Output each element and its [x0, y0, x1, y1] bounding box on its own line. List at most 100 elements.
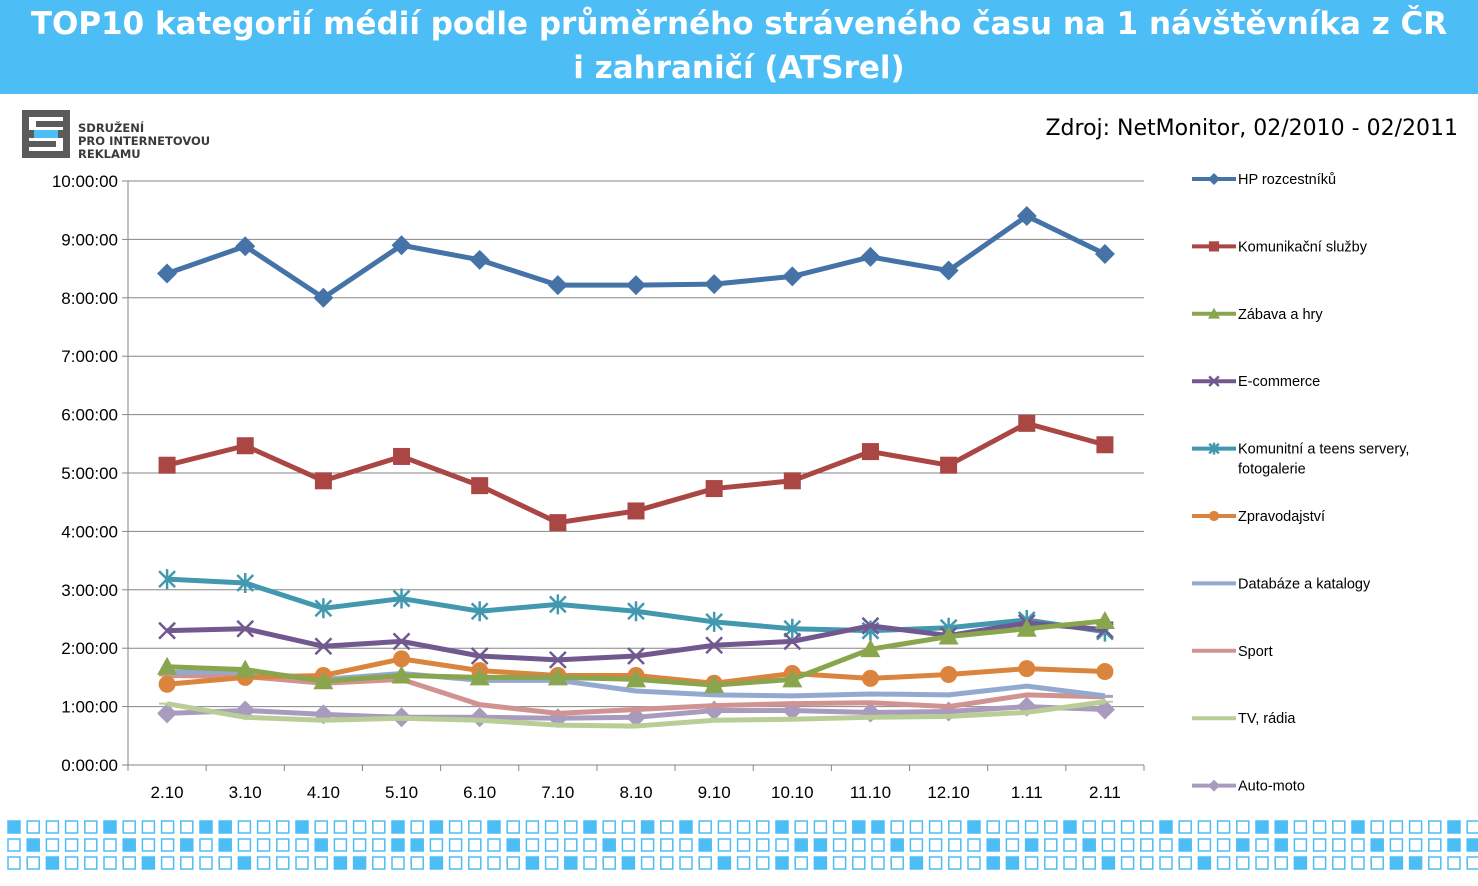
x-tick-label: 7.10 [541, 783, 574, 802]
data-point [313, 287, 334, 308]
data-point [627, 647, 645, 665]
pattern-square [564, 838, 578, 852]
pattern-square [256, 838, 271, 852]
legend-label: TV, rádia [1238, 711, 1296, 727]
data-point [392, 588, 411, 609]
spir-logo: SDRUŽENÍ PRO INTERNETOVOU REKLAMU [20, 108, 230, 164]
y-tick-label: 9:00:00 [61, 230, 118, 249]
pattern-square [1274, 856, 1288, 870]
data-point [627, 601, 645, 622]
pattern-square [928, 820, 943, 834]
pattern-square [794, 838, 808, 852]
data-point [236, 437, 254, 455]
pattern-square [775, 820, 789, 834]
legend-label: Komunitní a teens servery, [1238, 442, 1409, 458]
pattern-square [1332, 856, 1346, 870]
legend-label: Komunikační služby [1238, 239, 1368, 255]
series-2 [157, 610, 1115, 694]
data-point [1018, 414, 1036, 432]
pattern-square [736, 820, 751, 834]
x-tick-label: 8.10 [619, 783, 652, 802]
data-point [236, 572, 255, 593]
pattern-square [602, 820, 616, 834]
pattern-square [717, 838, 732, 852]
pattern-square [180, 820, 194, 834]
pattern-square [640, 820, 655, 834]
pattern-square [602, 838, 616, 852]
pattern-square [544, 838, 559, 852]
pattern-square [1447, 856, 1461, 870]
pattern-square [1428, 856, 1442, 870]
pattern-square [199, 820, 213, 834]
pattern-square [122, 856, 136, 870]
pattern-square [852, 838, 866, 852]
pattern-square [1255, 820, 1269, 834]
pattern-square [1005, 838, 1020, 852]
legend-label: Sport [1238, 644, 1273, 660]
pattern-square [160, 820, 175, 834]
pattern-square [1024, 856, 1039, 870]
pattern-square [832, 838, 847, 852]
pattern-square [45, 838, 60, 852]
pattern-square [1332, 820, 1346, 834]
pattern-square [1063, 838, 1077, 852]
pattern-square [1044, 820, 1058, 834]
data-point [1016, 206, 1037, 227]
pattern-square [141, 838, 156, 852]
pattern-square [1447, 820, 1461, 834]
pattern-square [256, 856, 271, 870]
pattern-square [84, 820, 98, 834]
data-point [158, 456, 176, 474]
pattern-square [7, 856, 21, 870]
pattern-square [218, 820, 232, 834]
pattern-square [26, 820, 40, 834]
data-point [861, 669, 879, 687]
data-point [158, 569, 176, 590]
data-point [313, 671, 334, 690]
data-point [157, 263, 178, 284]
data-point [393, 650, 411, 668]
data-point [1094, 610, 1115, 629]
pattern-square [7, 838, 21, 852]
pattern-square [525, 838, 540, 852]
pattern-square [640, 838, 655, 852]
legend-item: TV, rádia [1192, 711, 1296, 727]
logo-line-2: PRO INTERNETOVOU [78, 134, 211, 148]
pattern-square [1140, 838, 1154, 852]
pattern-square [1159, 820, 1173, 834]
pattern-square [1428, 820, 1442, 834]
x-tick-label: 1.11 [1011, 783, 1043, 802]
pattern-square [775, 856, 789, 870]
pattern-square [429, 856, 444, 870]
pattern-square [1466, 820, 1478, 834]
data-point [861, 443, 879, 461]
pattern-square [871, 820, 885, 834]
pattern-square [583, 856, 597, 870]
pattern-square [103, 838, 117, 852]
data-point [393, 447, 411, 465]
decorative-square-pattern [7, 820, 1478, 870]
data-point [1208, 173, 1220, 185]
pattern-square [1389, 820, 1404, 834]
pattern-square [717, 856, 732, 870]
data-point [547, 275, 568, 296]
legend-item: Komunitní a teens servery, fotogalerie [1192, 442, 1409, 478]
data-point [940, 665, 958, 683]
pattern-square [26, 856, 40, 870]
data-point [1016, 618, 1037, 637]
data-point [626, 707, 646, 728]
pattern-square [391, 820, 405, 834]
data-point [705, 611, 724, 632]
pattern-square [832, 820, 847, 834]
legend-label: Zábava a hry [1238, 307, 1323, 323]
pattern-square [813, 838, 828, 852]
legend-label: Zpravodajství [1238, 509, 1325, 525]
legend-item: Auto-moto [1192, 779, 1305, 795]
pattern-square [1236, 838, 1250, 852]
logo-text: SDRUŽENÍ PRO INTERNETOVOU REKLAMU [78, 122, 238, 161]
legend-label: Auto-moto [1238, 779, 1305, 795]
data-point [391, 235, 412, 256]
pattern-square [871, 838, 885, 852]
y-tick-label: 8:00:00 [61, 289, 118, 308]
pattern-square [928, 856, 943, 870]
